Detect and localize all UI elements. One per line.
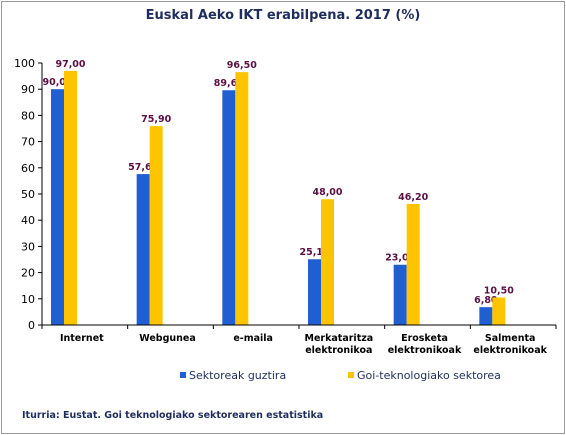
y-tick-label: 50 [21, 188, 35, 201]
bars: 90,00 97,00 57,60 75,90 89,60 96,50 25,10 48,00… [42, 59, 514, 325]
y-tick-label: 80 [21, 109, 35, 122]
source-note: Iturria: Eustat. Goi teknologiako sektor… [22, 410, 323, 421]
data-label: 89,60 [214, 78, 244, 89]
data-label: 23,00 [385, 253, 415, 264]
y-axis: 0 10 20 30 40 50 60 70 80 90 100 [14, 57, 43, 332]
bar-goi-teknologiako-sektorea [149, 126, 163, 325]
bar-goi-teknologiako-sektorea [406, 203, 420, 325]
bar-sektoreak-guztira [136, 174, 150, 325]
bar-goi-teknologiako-sektorea [235, 72, 249, 325]
y-tick-label: 20 [21, 267, 35, 280]
bar-sektoreak-guztira [51, 89, 64, 325]
category-label: elektronikoak [388, 345, 462, 356]
bar-sektoreak-guztira [393, 264, 407, 325]
category-label: elektronikoak [473, 345, 547, 356]
chart-title: Euskal Aeko IKT erabilpena. 2017 (%) [146, 8, 421, 23]
y-tick-label: 90 [21, 83, 35, 96]
bar-goi-teknologiako-sektorea [321, 199, 334, 325]
data-label: 97,00 [55, 59, 85, 70]
data-label: 25,10 [299, 247, 329, 258]
category-label: Merkataritza [304, 333, 373, 344]
y-tick-label: 70 [21, 136, 35, 149]
y-tick-label: 0 [28, 319, 35, 332]
category-label: elektronikoa [305, 345, 372, 356]
bar-goi-teknologiako-sektorea [64, 70, 77, 325]
data-label: 48,00 [312, 187, 342, 198]
category-label: Erosketa [401, 333, 448, 344]
bar-sektoreak-guztira [308, 259, 321, 325]
data-label: 57,60 [128, 162, 158, 173]
bar-goi-teknologiako-sektorea [492, 297, 506, 325]
legend-swatch [348, 372, 354, 378]
legend-swatch [180, 372, 186, 378]
y-tick-label: 60 [21, 162, 35, 175]
bar-sektoreak-guztira [222, 90, 236, 325]
data-label: 10,50 [484, 285, 514, 296]
category-label: Webgunea [139, 333, 196, 344]
y-tick-label: 30 [21, 240, 35, 253]
legend: Sektoreak guztira Goi-teknologiako sektor… [180, 369, 501, 382]
data-label: 6,80 [474, 295, 498, 306]
bar-sektoreak-guztira [479, 307, 493, 325]
data-label: 96,50 [227, 60, 257, 71]
category-label: Internet [60, 333, 104, 344]
data-label: 46,20 [398, 192, 428, 203]
legend-label: Sektoreak guztira [189, 369, 286, 382]
y-tick-label: 10 [21, 293, 35, 306]
x-axis: Internet Webgunea e-maila Merkataritzaelekt… [41, 324, 557, 356]
y-tick-label: 100 [14, 57, 35, 70]
data-label: 90,00 [42, 77, 72, 88]
category-label: e-maila [233, 333, 273, 344]
legend-label: Goi-teknologiako sektorea [357, 369, 501, 382]
data-label: 75,90 [141, 114, 171, 125]
y-tick-label: 40 [21, 214, 35, 227]
category-label: Salmenta [485, 333, 536, 344]
